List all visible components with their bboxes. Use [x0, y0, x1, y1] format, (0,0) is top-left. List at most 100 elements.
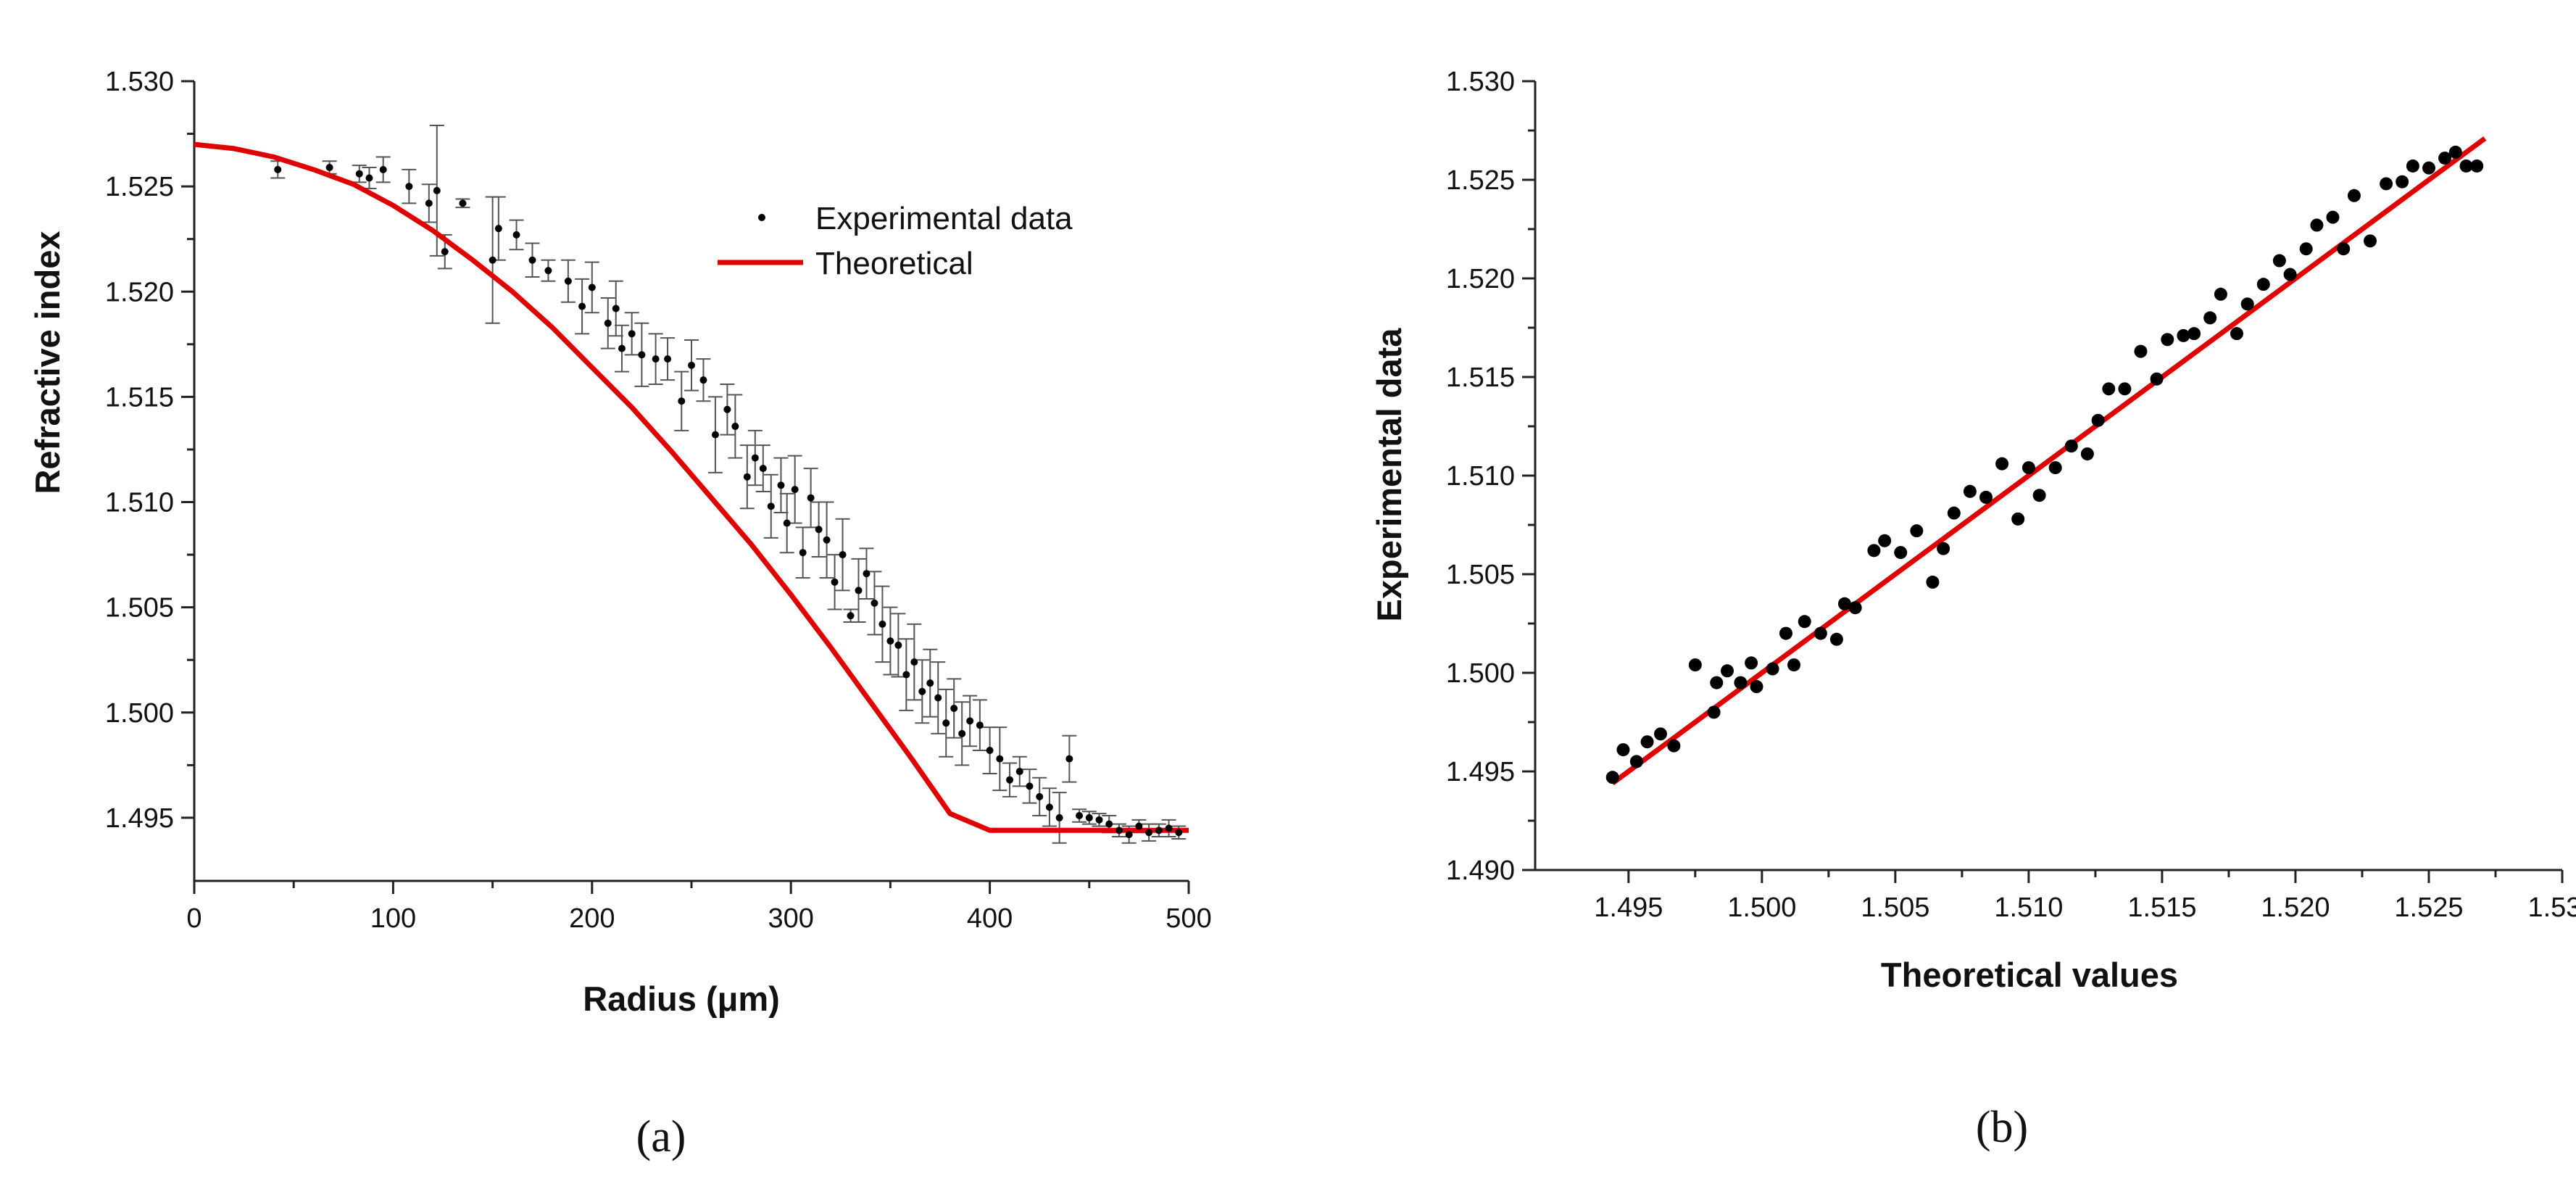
data-point — [1829, 632, 1843, 646]
data-point — [379, 165, 387, 173]
panel-b-x-tick-labels: 1.495 1.500 1.505 1.510 1.515 1.520 1.525 1.530 — [1594, 892, 2576, 923]
data-point — [405, 183, 413, 191]
panel-a-label: (a) — [636, 1112, 686, 1161]
y-tick-label: 1.510 — [1446, 461, 1515, 492]
y-tick-label: 1.500 — [105, 698, 174, 729]
data-point — [1629, 755, 1643, 769]
panel-b-axes — [1522, 80, 2564, 883]
panel-b-data-points — [1605, 145, 2484, 784]
data-point — [2214, 287, 2227, 301]
data-point — [628, 330, 636, 338]
data-point — [2470, 159, 2484, 173]
data-point — [2337, 242, 2351, 256]
y-tick-label: 1.530 — [1446, 67, 1515, 97]
data-point — [1947, 506, 1961, 520]
data-point — [1813, 626, 1827, 640]
data-point — [612, 305, 620, 312]
data-point — [1155, 827, 1163, 834]
x-tick-label: 400 — [967, 903, 1013, 934]
data-point — [355, 170, 363, 178]
panel-b-label: (b) — [1976, 1103, 2028, 1152]
data-point — [578, 302, 586, 310]
data-point — [325, 164, 333, 172]
y-tick-label: 1.495 — [1446, 757, 1515, 787]
panel-a-y-tick-labels: 1.495 1.500 1.505 1.510 1.515 1.520 1.525 1.530 — [105, 67, 174, 834]
data-point — [934, 694, 942, 702]
data-point — [1963, 484, 1977, 498]
panel-b-x-axis-title: Theoretical values — [1881, 956, 2178, 994]
data-point — [2161, 333, 2174, 347]
data-point — [2380, 177, 2393, 191]
data-point — [604, 319, 612, 327]
data-point — [678, 397, 686, 405]
data-point — [1135, 822, 1143, 830]
x-tick-label: 100 — [370, 903, 416, 934]
data-point — [2102, 382, 2116, 396]
data-point — [731, 423, 739, 431]
data-point — [2299, 242, 2313, 256]
data-point — [2134, 344, 2148, 358]
y-tick-label: 1.515 — [1446, 363, 1515, 393]
data-point — [1045, 803, 1053, 811]
data-point — [1065, 755, 1073, 763]
data-point — [783, 519, 791, 527]
y-tick-label: 1.525 — [105, 172, 174, 202]
data-point — [958, 729, 966, 737]
data-point — [751, 454, 759, 462]
data-point — [1937, 542, 1950, 555]
data-point — [886, 637, 894, 645]
data-point — [894, 641, 902, 649]
y-tick-label: 1.515 — [105, 382, 174, 413]
data-point — [1653, 727, 1667, 741]
data-point — [1707, 705, 1721, 719]
x-tick-label: 1.505 — [1861, 892, 1929, 923]
data-point — [2256, 278, 2270, 291]
data-point — [1787, 658, 1801, 672]
data-point — [2091, 413, 2105, 427]
data-point — [2230, 327, 2243, 341]
data-point — [1926, 575, 1940, 589]
data-point — [1605, 771, 1619, 784]
data-point — [2032, 489, 2046, 502]
data-point — [528, 256, 536, 264]
data-point — [976, 721, 984, 729]
data-point — [2406, 159, 2419, 173]
data-point — [1036, 792, 1044, 800]
data-point — [2022, 461, 2035, 475]
x-tick-label: 1.525 — [2394, 892, 2463, 923]
y-tick-label: 1.505 — [1446, 560, 1515, 590]
data-point — [1910, 524, 1924, 538]
data-point — [2283, 268, 2297, 281]
y-tick-label: 1.530 — [105, 67, 174, 97]
y-tick-label: 1.505 — [105, 593, 174, 624]
data-point — [1878, 534, 1892, 547]
data-point — [1640, 735, 1654, 749]
data-point — [986, 747, 994, 755]
y-tick-label: 1.525 — [1446, 165, 1515, 196]
data-point — [1055, 813, 1063, 821]
data-point — [441, 248, 449, 256]
panel-b-y-axis-title: Experimental data — [1370, 328, 1408, 622]
series-line — [194, 141, 1189, 833]
data-point — [2422, 161, 2435, 175]
legend-label-theoretical: Theoretical — [815, 246, 973, 281]
data-point — [2326, 210, 2340, 224]
data-point — [433, 186, 441, 194]
data-point — [365, 174, 373, 182]
x-tick-label: 200 — [569, 903, 615, 934]
panel-a-chart: 0 100 200 300 400 500 1.495 1.500 1.505 1.510 1.5… — [28, 67, 1212, 1161]
data-point — [2310, 218, 2324, 232]
data-point — [588, 283, 596, 291]
data-point — [2048, 461, 2062, 475]
data-point — [1015, 768, 1023, 776]
y-tick-label: 1.520 — [105, 277, 174, 307]
data-point — [777, 481, 785, 489]
data-point — [847, 612, 855, 620]
panel-a-y-axis-title: Refractive index — [28, 231, 67, 494]
data-point — [1175, 829, 1183, 837]
data-point — [1867, 544, 1881, 558]
data-point — [950, 704, 958, 712]
panel-b-y-tick-labels: 1.490 1.495 1.500 1.505 1.510 1.515 1.520 1.525… — [1446, 67, 1515, 886]
data-point — [759, 465, 767, 473]
